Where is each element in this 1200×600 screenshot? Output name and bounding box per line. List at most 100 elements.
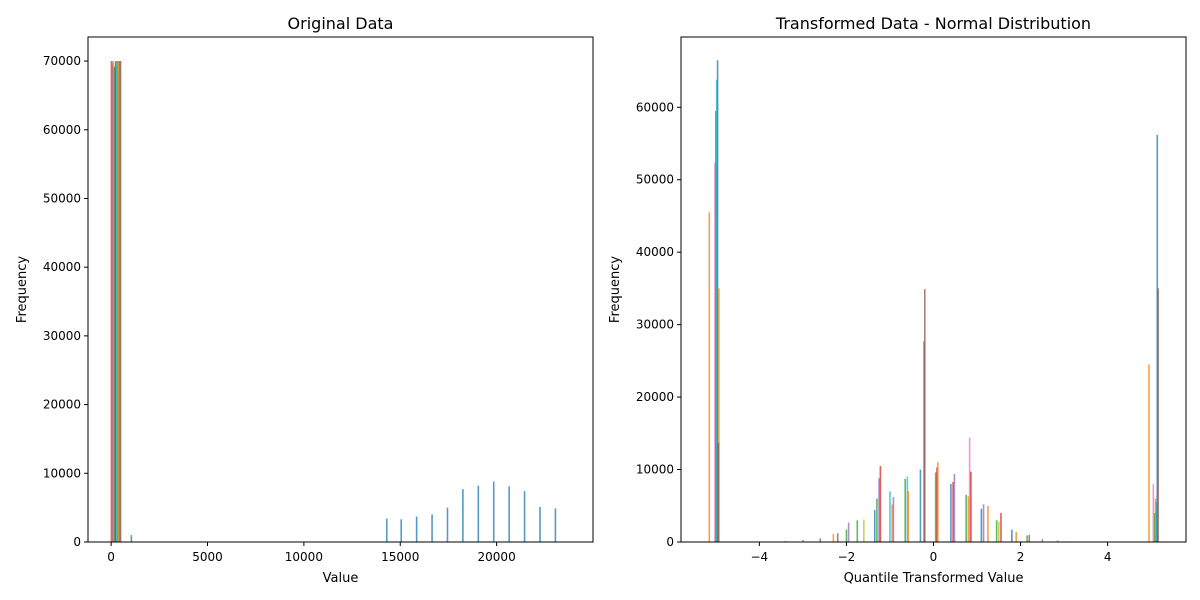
histogram-bar [1041,539,1044,542]
histogram-bar [970,471,972,542]
histogram-bar [856,520,859,542]
x-axis-label: Value [323,571,359,586]
histogram-bar [1026,535,1028,542]
y-tick-label: 0 [73,535,81,549]
histogram-bar [907,491,910,542]
histogram-bar [1153,513,1156,542]
x-tick-label: 5000 [192,550,223,564]
y-tick-label: 40000 [636,245,674,259]
histogram-bar [836,533,839,542]
x-tick-label: 20000 [478,550,516,564]
y-tick-label: 40000 [43,260,81,274]
bars-layer [708,60,1159,543]
x-axis-label: Quantile Transformed Value [844,571,1024,586]
histogram-bar [863,519,865,542]
histogram-bar [116,61,119,543]
histogram-bar [998,521,1000,542]
histogram-bar [995,520,998,542]
x-tick-label: 4 [1104,550,1112,564]
histogram-bar [1015,531,1018,542]
histogram-bar [919,469,922,542]
histogram-bar [953,473,956,542]
histogram-bar [845,529,848,542]
x-tick-label: 0 [930,550,938,564]
histogram-bar [462,489,464,542]
histogram-bar [385,518,388,542]
tick-layer: −4 −2 0 2 4 0 10000 20000 30000 40000 50000 60000 [636,100,1112,564]
histogram-bar [879,465,882,542]
histogram-bar [1000,513,1002,542]
y-tick-label: 70000 [43,54,81,68]
y-tick-label: 20000 [636,390,674,404]
y-tick-label: 10000 [43,466,81,480]
histogram-bar [878,478,880,542]
axes-frame [87,36,594,543]
histogram-bar [968,437,971,542]
y-axis-label: Frequency [608,256,623,323]
histogram-bar [508,486,510,542]
histogram-bar [117,61,120,543]
y-tick-label: 30000 [636,318,674,332]
x-tick-label: −2 [838,550,856,564]
histogram-bar [715,79,718,542]
x-tick-label: 10000 [285,550,323,564]
histogram-bar [965,494,967,542]
histogram-bar [967,496,970,542]
histogram-bar [952,481,954,542]
y-axis-label: Frequency [15,256,30,323]
histogram-bar [130,535,133,542]
histogram-bar [1155,502,1158,542]
x-tick-label: 2 [1017,550,1025,564]
histogram-bar [492,481,495,542]
histogram-bar [714,163,716,542]
histogram-bar [876,498,878,542]
y-tick-label: 10000 [636,463,674,477]
histogram-bar [892,497,895,542]
y-tick-label: 50000 [43,191,81,205]
chart-title: Transformed Data - Normal Distribution [775,14,1091,33]
histogram-bar [1028,534,1031,542]
y-tick-label: 50000 [636,173,674,187]
histogram-bar [119,61,122,543]
histogram-bar [1154,498,1157,542]
histogram-bar [889,491,891,542]
histogram-bar [708,212,711,542]
chart-transformed-data: −4 −2 0 2 4 0 10000 20000 30000 40000 50000 60000 T… [608,14,1187,586]
histogram-bar [118,61,121,543]
histogram-bar [980,508,983,542]
histogram-bar [906,476,909,542]
histogram-bar [523,491,526,542]
x-tick-label: −4 [751,550,769,564]
histogram-bar [950,484,952,542]
y-tick-label: 20000 [43,398,81,412]
histogram-bar [937,462,939,542]
histogram-bar [415,516,418,542]
histogram-bar [114,61,117,543]
histogram-bar [1056,540,1059,542]
tick-layer: 0 5000 10000 15000 20000 0 10000 20000 30000 4000… [43,54,516,564]
histogram-bar [873,510,876,542]
histogram-bar [115,61,118,543]
histogram-bar [716,60,719,542]
y-tick-label: 0 [666,535,674,549]
histogram-bar [784,540,787,542]
histogram-bar [717,442,720,542]
histogram-bar [936,467,938,542]
histogram-bar [715,110,717,543]
histogram-bar [1011,529,1013,542]
histogram-bar [446,507,449,542]
y-tick-label: 60000 [636,100,674,114]
bars-layer [110,61,557,543]
axes-frame [680,36,1187,543]
histogram-bar [832,534,835,542]
y-tick-label: 60000 [43,123,81,137]
histogram-bar [987,505,989,542]
histogram-bar [431,514,433,542]
histogram-bar [477,485,480,542]
histogram-bar [539,506,541,542]
histogram-bar [1148,364,1150,542]
histogram-bar [1156,134,1159,542]
histogram-bar [554,508,557,542]
histogram-bar [1152,484,1155,542]
